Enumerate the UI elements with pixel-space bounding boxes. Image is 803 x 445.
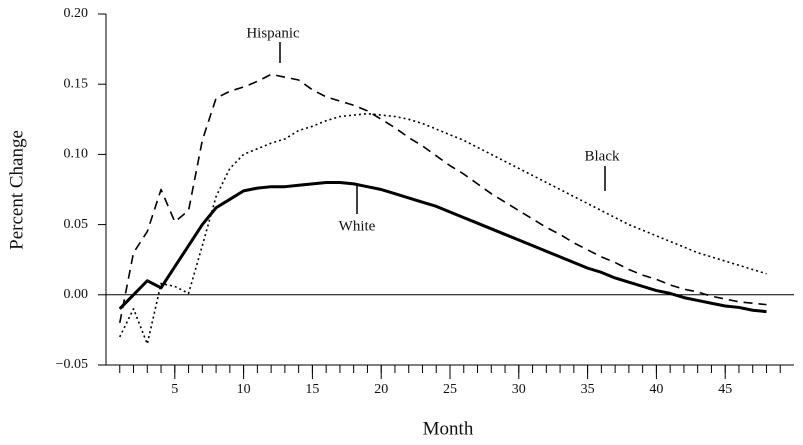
y-tick-label: −0.05 [56,357,88,372]
x-tick-label: 30 [512,382,526,397]
x-tick-label: 10 [237,382,251,397]
x-tick-label: 40 [649,382,663,397]
x-tick-label: 5 [171,382,178,397]
y-tick-label: 0.20 [64,6,89,21]
y-axis-title: Percent Change [6,130,27,250]
x-axis-title: Month [423,418,474,439]
y-tick-label: 0.15 [64,76,89,91]
y-tick-label: 0.00 [64,287,89,302]
x-tick-label: 15 [305,382,319,397]
series-label: Hispanic [246,25,300,41]
series-line [118,73,767,324]
series-label: White [339,218,376,234]
x-tick-label: 45 [718,382,732,397]
y-tick-label: 0.10 [64,147,89,162]
series-line [118,180,767,314]
x-tick-label: 25 [443,382,457,397]
x-tick-label: 35 [581,382,595,397]
series-line [119,112,767,345]
y-tick-label: 0.05 [64,217,89,232]
x-tick-label: 20 [374,382,388,397]
series-label: Black [585,148,620,164]
